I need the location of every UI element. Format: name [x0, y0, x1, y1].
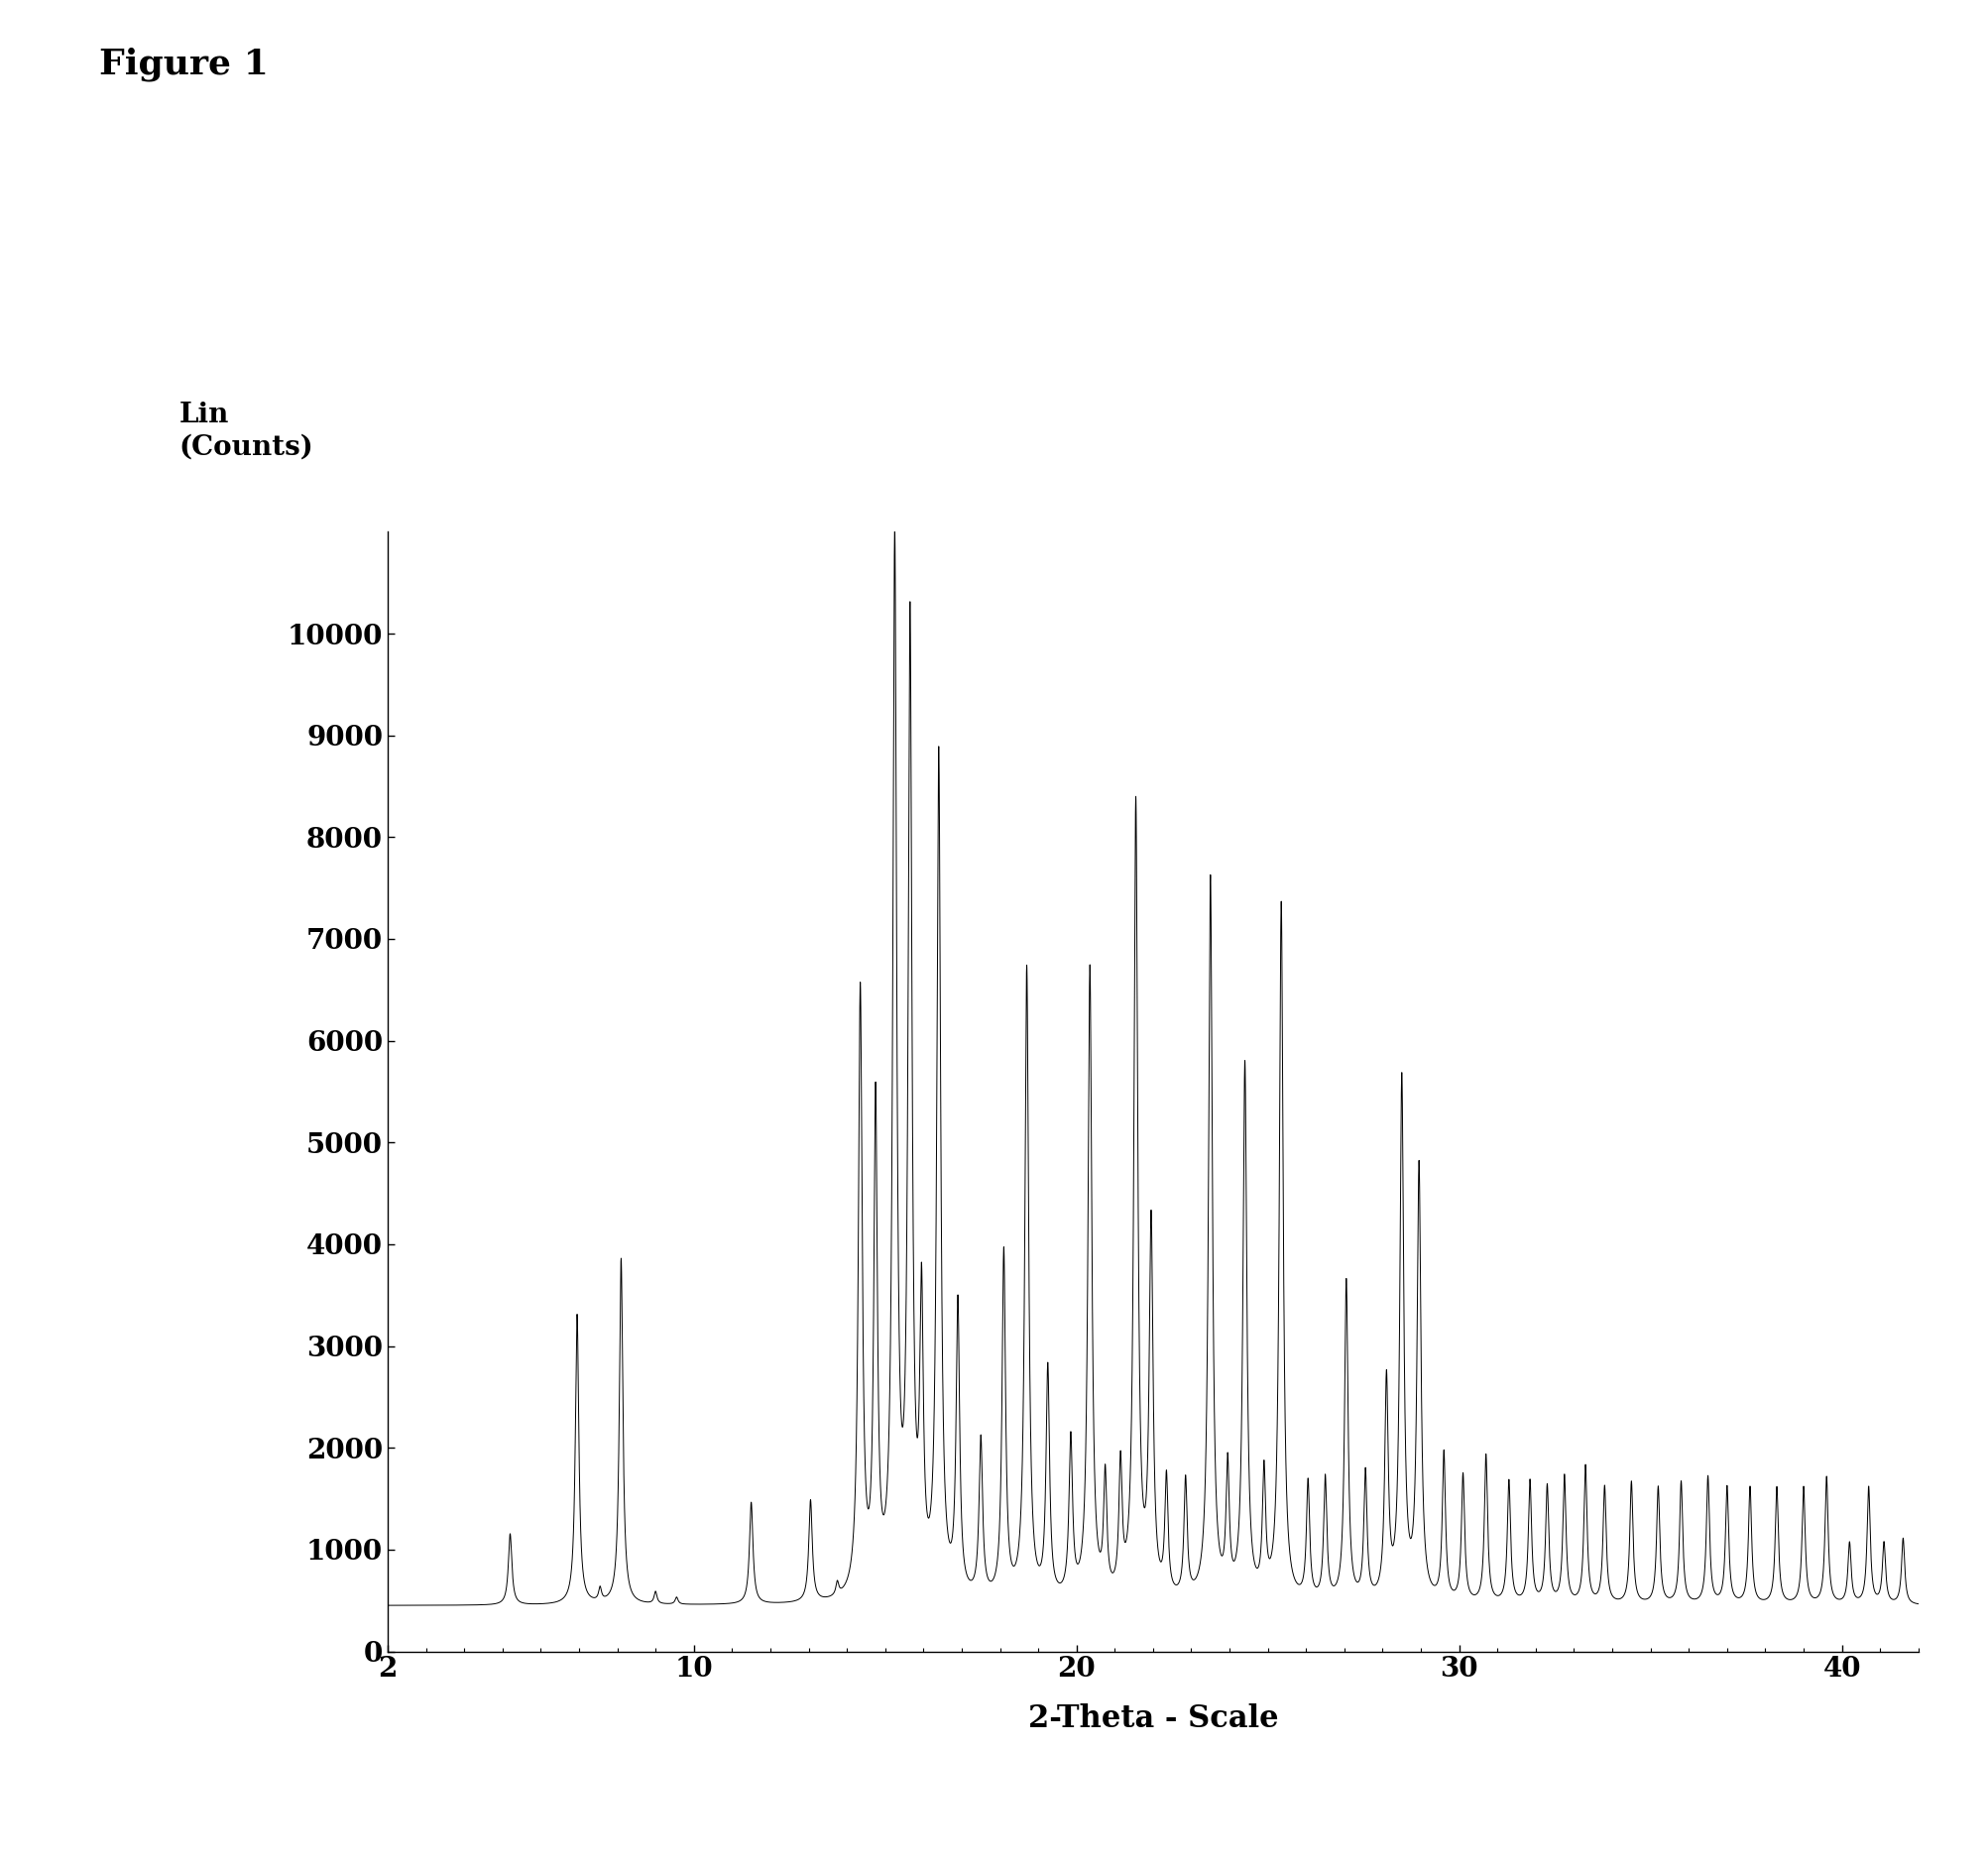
Text: Lin
(Counts): Lin (Counts): [179, 401, 314, 461]
X-axis label: 2-Theta - Scale: 2-Theta - Scale: [1028, 1704, 1278, 1734]
Text: Figure 1: Figure 1: [99, 47, 268, 80]
